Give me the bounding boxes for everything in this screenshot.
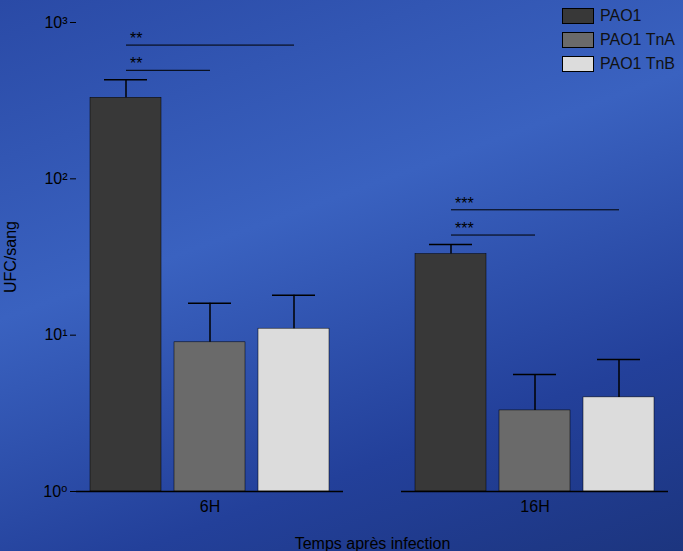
svg-text:**: ** [130,55,142,72]
svg-text:10³: 10³ [44,14,68,31]
html-text:PAO1 TnA: PAO1 TnA [600,31,675,48]
html-text:PAO1 TnB: PAO1 TnB [600,55,675,72]
svg-text:16H: 16H [520,498,549,515]
svg-text:***: *** [455,195,474,212]
svg-text:10⁰: 10⁰ [43,483,67,500]
svg-text:10¹: 10¹ [44,326,67,343]
svg-text:**: ** [130,30,142,47]
html-text:PAO1: PAO1 [600,7,642,24]
svg-text:6H: 6H [200,498,220,515]
svg-text:UFC/sang: UFC/sang [2,221,19,293]
svg-text:10²: 10² [44,170,68,187]
svg-text:***: *** [455,220,474,237]
svg-text:Temps après infection: Temps après infection [295,535,451,551]
